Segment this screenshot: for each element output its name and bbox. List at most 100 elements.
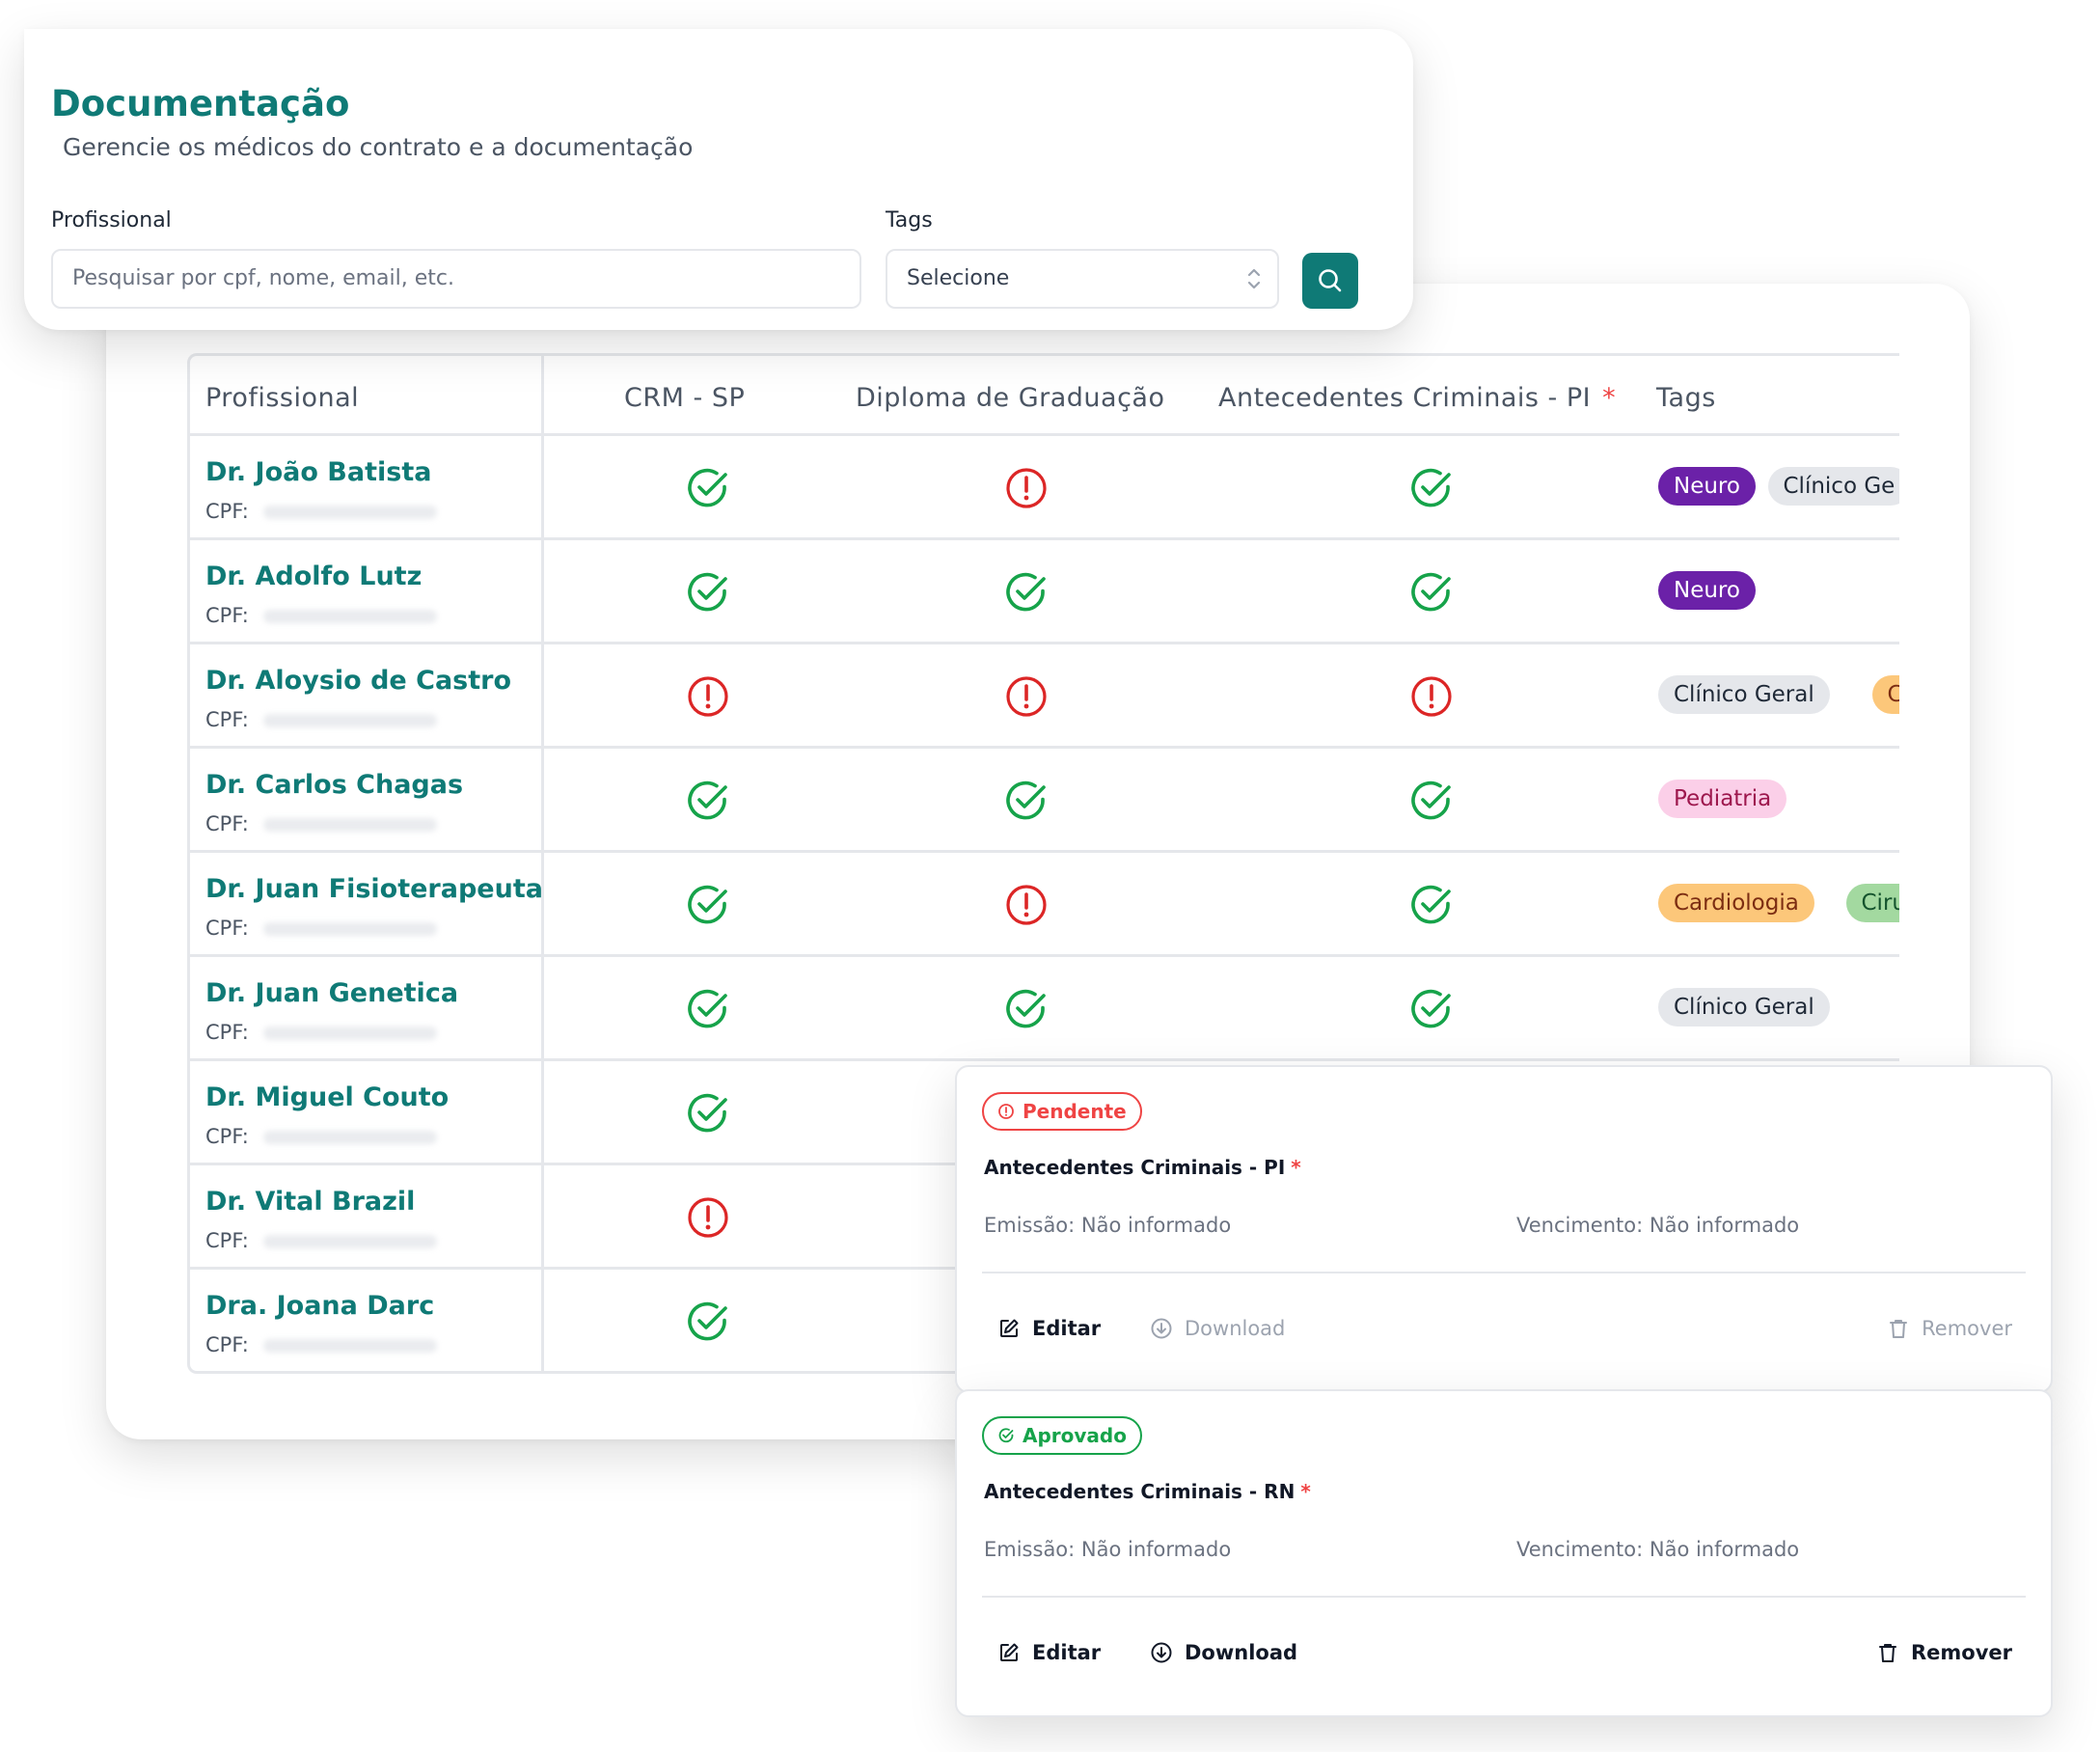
table-row[interactable]: Dr. Carlos Chagas CPF: Pediatria	[190, 746, 1899, 853]
emissao-text: Emissão: Não informado	[984, 1538, 1232, 1561]
edit-button[interactable]: Editar	[997, 1638, 1101, 1667]
professional-name[interactable]: Dr. João Batista	[205, 457, 432, 487]
tag-badge: Neuro	[1658, 571, 1756, 610]
divider	[982, 1596, 2026, 1598]
page-subtitle: Gerencie os médicos do contrato e a docu…	[63, 133, 694, 161]
alert-circle-icon[interactable]	[1003, 673, 1050, 720]
status-badge-label: Pendente	[1023, 1100, 1127, 1123]
alert-circle-icon[interactable]	[1408, 673, 1455, 720]
check-circle-icon[interactable]	[1408, 882, 1455, 928]
header-antecedentes: Antecedentes Criminais - PI *	[1218, 383, 1617, 413]
check-circle-icon[interactable]	[685, 778, 731, 824]
professional-name[interactable]: Dr. Vital Brazil	[205, 1187, 416, 1217]
professional-name[interactable]: Dr. Aloysio de Castro	[205, 666, 512, 696]
tag-badge: Clínico Ge	[1767, 467, 1899, 506]
tag-badge: Neuro	[1658, 467, 1756, 506]
tags-label: Tags	[886, 208, 933, 233]
header-profissional: Profissional	[205, 383, 360, 413]
status-badge: Pendente	[982, 1092, 1142, 1131]
header-tags: Tags	[1656, 383, 1716, 413]
professional-name[interactable]: Dr. Juan Fisioterapeuta	[205, 874, 543, 904]
cpf-label: CPF:	[205, 812, 249, 835]
chevron-up-down-icon	[1247, 268, 1261, 289]
check-circle-icon[interactable]	[1003, 986, 1050, 1032]
document-title: Antecedentes Criminais - RN *	[984, 1480, 1311, 1503]
table-row[interactable]: Dr. Aloysio de Castro CPF: Clínico Geral Ca	[190, 642, 1899, 749]
table-row[interactable]: Dr. Juan Fisioterapeuta CPF: Cardiologia Ci…	[190, 850, 1899, 957]
check-circle-icon[interactable]	[1408, 465, 1455, 511]
remove-button[interactable]: Remover	[1876, 1638, 2012, 1667]
cpf-label: CPF:	[205, 1333, 249, 1356]
check-circle-icon[interactable]	[685, 882, 731, 928]
tag-badge: Clínico Geral	[1658, 675, 1830, 714]
search-input[interactable]: Pesquisar por cpf, nome, email, etc.	[51, 249, 861, 309]
profissional-label: Profissional	[51, 208, 172, 233]
cpf-label: CPF:	[205, 1229, 249, 1252]
professional-name[interactable]: Dr. Carlos Chagas	[205, 770, 464, 800]
document-title: Antecedentes Criminais - PI *	[984, 1156, 1301, 1179]
status-badge-label: Aprovado	[1023, 1424, 1127, 1447]
tag-badge: Ca	[1871, 675, 1899, 714]
download-button[interactable]: Download	[1150, 1638, 1297, 1667]
tags-select[interactable]: Selecione	[886, 249, 1279, 309]
search-icon	[1319, 269, 1342, 292]
document-card: Aprovado Antecedentes Criminais - RN * Emis…	[955, 1389, 2053, 1717]
professional-name[interactable]: Dr. Miguel Couto	[205, 1082, 450, 1112]
vencimento-text: Vencimento: Não informado	[1516, 1214, 1800, 1237]
table-row[interactable]: Dr. Miguel Couto CPF:	[190, 1058, 1899, 1165]
professional-name[interactable]: Dr. Juan Genetica	[205, 978, 459, 1008]
cpf-value-redacted	[263, 506, 437, 519]
edit-button[interactable]: Editar	[997, 1314, 1101, 1343]
check-circle-icon[interactable]	[1408, 778, 1455, 824]
alert-circle-icon[interactable]	[1003, 882, 1050, 928]
emissao-text: Emissão: Não informado	[984, 1214, 1232, 1237]
check-circle-icon[interactable]	[685, 1090, 731, 1136]
check-circle-icon[interactable]	[685, 1299, 731, 1345]
alert-circle-icon[interactable]	[685, 1194, 731, 1241]
page-title: Documentação	[51, 83, 350, 124]
check-circle-icon[interactable]	[685, 569, 731, 616]
required-asterisk: *	[1602, 383, 1617, 413]
check-circle-icon[interactable]	[1003, 569, 1050, 616]
column-divider	[541, 356, 544, 1371]
check-circle-icon[interactable]	[685, 986, 731, 1032]
table-row[interactable]: Dr. Juan Genetica CPF: Clínico Geral	[190, 954, 1899, 1061]
search-button[interactable]	[1302, 253, 1358, 309]
tag-badge: Cardiologia	[1658, 884, 1814, 922]
download-button[interactable]: Download	[1150, 1314, 1285, 1343]
check-circle-icon[interactable]	[1408, 569, 1455, 616]
divider	[982, 1272, 2026, 1273]
professional-name[interactable]: Dr. Adolfo Lutz	[205, 561, 423, 591]
professional-name[interactable]: Dra. Joana Darc	[205, 1291, 435, 1321]
cpf-value-redacted	[263, 610, 437, 623]
tag-badge: Clínico Geral	[1658, 988, 1830, 1027]
status-badge: Aprovado	[982, 1416, 1142, 1455]
cpf-value-redacted	[263, 714, 437, 727]
cpf-value-redacted	[263, 1131, 437, 1144]
cpf-value-redacted	[263, 1235, 437, 1248]
cpf-label: CPF:	[205, 604, 249, 627]
tags-select-value: Selecione	[907, 266, 1010, 290]
table-row[interactable]: Dr. Adolfo Lutz CPF: Neuro	[190, 537, 1899, 644]
cpf-value-redacted	[263, 1027, 437, 1040]
required-asterisk: *	[1300, 1480, 1311, 1503]
cpf-label: CPF:	[205, 500, 249, 523]
cpf-value-redacted	[263, 922, 437, 936]
cpf-label: CPF:	[205, 917, 249, 940]
filters-card: Documentação Gerencie os médicos do cont…	[24, 29, 1413, 330]
required-asterisk: *	[1291, 1156, 1301, 1179]
check-circle-icon[interactable]	[1003, 778, 1050, 824]
vencimento-text: Vencimento: Não informado	[1516, 1538, 1800, 1561]
table-row[interactable]: Dr. João Batista CPF: Neuro Clínico Ge	[190, 433, 1899, 540]
check-circle-icon[interactable]	[685, 465, 731, 511]
cpf-value-redacted	[263, 818, 437, 832]
check-circle-icon[interactable]	[1408, 986, 1455, 1032]
remove-button[interactable]: Remover	[1887, 1314, 2012, 1343]
header-crm: CRM - SP	[624, 383, 746, 413]
tag-badge: Ciru	[1845, 884, 1899, 922]
cpf-label: CPF:	[205, 1125, 249, 1148]
alert-circle-icon[interactable]	[685, 673, 731, 720]
header-diploma: Diploma de Graduação	[856, 383, 1165, 413]
alert-circle-icon[interactable]	[1003, 465, 1050, 511]
tag-badge: Pediatria	[1658, 780, 1787, 818]
